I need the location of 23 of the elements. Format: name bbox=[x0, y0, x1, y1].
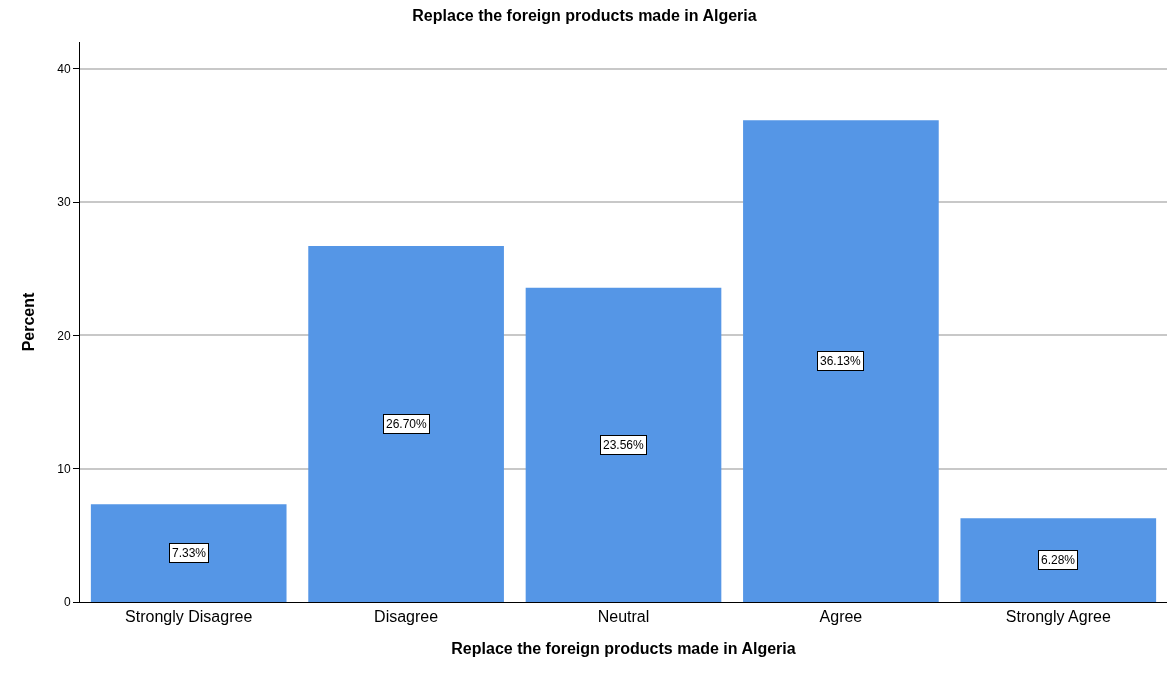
x-tick-label: Agree bbox=[819, 608, 863, 626]
y-tick-label: 40 bbox=[57, 61, 71, 76]
x-tick-label: Neutral bbox=[597, 608, 650, 626]
y-axis-title: Percent bbox=[20, 291, 38, 352]
bar bbox=[90, 504, 287, 602]
x-tick-label: Disagree bbox=[374, 608, 439, 626]
bar bbox=[525, 287, 722, 602]
bar bbox=[960, 518, 1157, 602]
y-tick-label: 10 bbox=[57, 461, 71, 476]
bar bbox=[743, 120, 939, 602]
data-label: 26.70% bbox=[386, 417, 428, 431]
chart-title: Replace the foreign products made in Algeria bbox=[412, 7, 757, 25]
x-tick-label: Strongly Agree bbox=[1005, 608, 1111, 626]
x-axis-title: Replace the foreign products made in Algeria bbox=[451, 639, 796, 657]
data-label: 6.28% bbox=[1041, 553, 1076, 567]
bar bbox=[308, 246, 504, 602]
y-tick-label: 0 bbox=[63, 595, 71, 610]
data-label: 7.33% bbox=[172, 546, 207, 560]
data-label: 36.13% bbox=[820, 354, 862, 368]
y-tick-label: 20 bbox=[57, 328, 71, 343]
x-tick-label: Strongly Disagree bbox=[125, 608, 253, 626]
y-tick-label: 30 bbox=[57, 195, 71, 210]
data-label: 23.56% bbox=[603, 438, 645, 452]
